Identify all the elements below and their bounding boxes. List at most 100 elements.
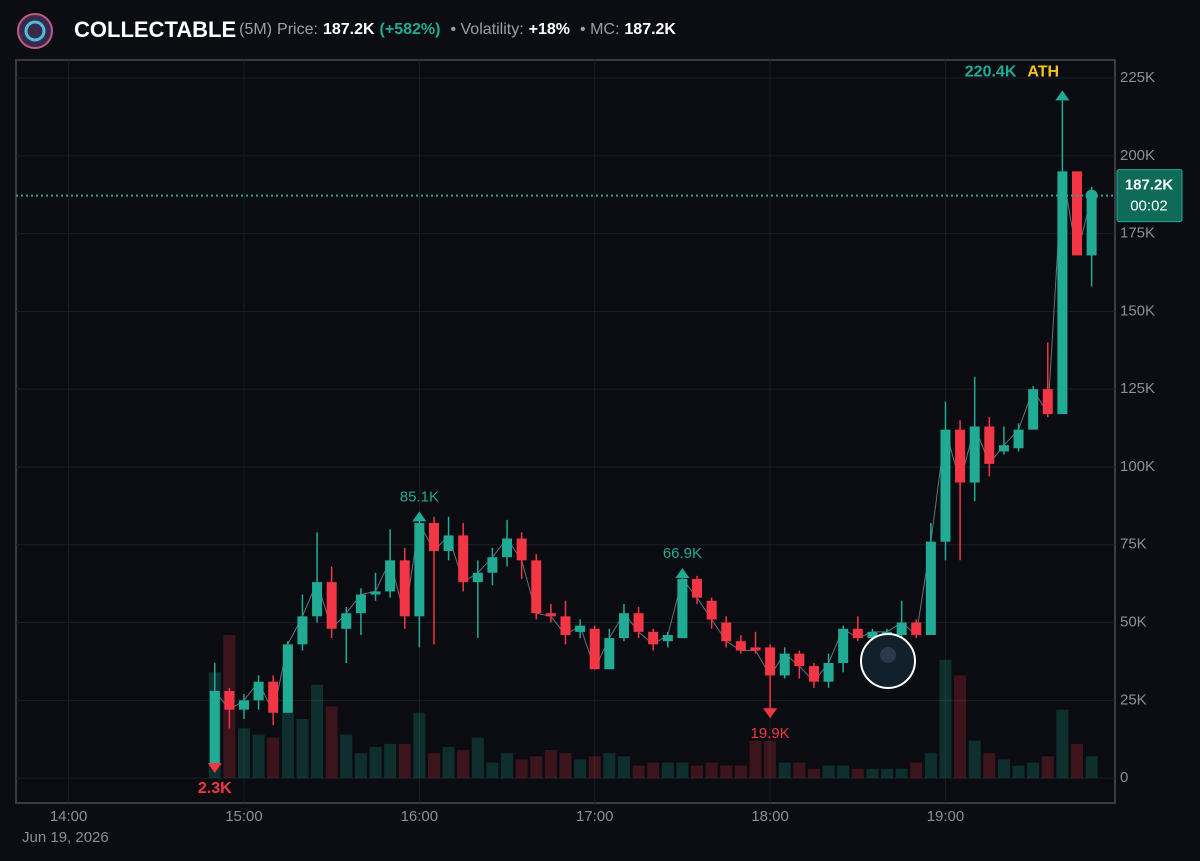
logo xyxy=(17,13,53,49)
last-price-dot xyxy=(1085,189,1098,202)
candle-body xyxy=(282,644,293,713)
candle-body xyxy=(911,622,922,635)
candle-body xyxy=(779,653,790,676)
candle-body xyxy=(721,622,732,642)
token-name: COLLECTABLE xyxy=(74,17,237,42)
volume-bar xyxy=(413,712,426,779)
extreme-label: 19.9K xyxy=(750,725,789,742)
candle-body xyxy=(794,653,805,667)
candle-body xyxy=(838,628,849,663)
candle-body xyxy=(706,600,717,620)
volume-bar xyxy=(354,753,367,779)
volume-bar xyxy=(559,753,572,779)
volume-bar xyxy=(851,768,864,779)
candle-body xyxy=(209,690,220,766)
y-tick-label: 75K xyxy=(1120,536,1147,553)
volume-bar xyxy=(734,765,747,779)
candle-body xyxy=(692,578,703,598)
candle-body xyxy=(238,700,249,710)
candle-body xyxy=(575,625,586,632)
candle-body xyxy=(969,426,980,483)
volume-bar xyxy=(895,768,908,779)
candle-body xyxy=(472,572,483,583)
volume-bar xyxy=(384,743,397,779)
extreme-marker xyxy=(763,708,778,719)
candle-body xyxy=(443,535,454,551)
candle-body xyxy=(852,628,863,639)
volume-bar xyxy=(369,746,382,779)
volume-bar xyxy=(632,765,645,779)
volume-bar xyxy=(720,765,733,779)
candle-body xyxy=(765,647,776,676)
price-label: Price: xyxy=(277,21,318,38)
volume-bar xyxy=(1056,709,1069,779)
volume-bar xyxy=(252,734,265,779)
volume-bar xyxy=(267,737,280,779)
x-tick-label: 14:00 xyxy=(50,808,88,825)
candle-body xyxy=(940,429,951,542)
candle-body xyxy=(414,522,425,617)
volume-bar xyxy=(457,750,470,779)
volume-bar xyxy=(661,762,674,779)
candle-body xyxy=(487,557,498,573)
candle-body xyxy=(823,662,834,682)
candle-body xyxy=(589,628,600,670)
volume-bar xyxy=(325,706,338,779)
x-tick-label: 18:00 xyxy=(751,808,789,825)
extreme-marker xyxy=(1055,90,1070,101)
extreme-marker xyxy=(207,762,222,773)
y-tick-label: 50K xyxy=(1120,614,1147,631)
candle-body xyxy=(1028,389,1039,430)
volume-bar xyxy=(588,756,601,779)
volume-bar xyxy=(515,759,528,779)
volume-bar xyxy=(471,737,484,779)
price-tag-value: 187.2K xyxy=(1125,177,1174,194)
candle-body xyxy=(428,522,439,551)
y-tick-label: 0 xyxy=(1120,769,1128,786)
volume-bar xyxy=(1012,765,1025,779)
candle-body xyxy=(1013,429,1024,449)
change: (+582%) xyxy=(379,21,441,38)
candle-body xyxy=(735,641,746,651)
volatility-label: • Volatility: xyxy=(450,21,524,38)
volume-bar xyxy=(442,746,455,779)
extreme-label: 85.1K xyxy=(400,488,439,505)
candle-body xyxy=(531,560,542,614)
extreme-label: 66.9K xyxy=(663,545,702,562)
volume-bar xyxy=(603,753,616,779)
volume-bar xyxy=(647,762,660,779)
y-tick-label: 200K xyxy=(1120,147,1155,164)
candle-body xyxy=(750,647,761,651)
volume-bar xyxy=(939,659,952,779)
volume-bar xyxy=(574,759,587,779)
candle-body xyxy=(896,622,907,635)
volume-bar xyxy=(866,768,879,779)
volume-bar xyxy=(311,684,324,779)
date-label: Jun 19, 2026 xyxy=(22,829,109,846)
mc-label: • MC: xyxy=(580,21,620,38)
candle-body xyxy=(955,429,966,483)
candle-body xyxy=(808,666,819,682)
volatility: +18% xyxy=(528,21,571,38)
candle-body xyxy=(502,538,513,558)
candle-body xyxy=(458,535,469,583)
volume-bar xyxy=(691,765,704,779)
y-tick-label: 150K xyxy=(1120,302,1155,319)
market-cap: 187.2K xyxy=(624,21,676,38)
candle-body xyxy=(253,681,264,701)
volume-bar xyxy=(617,756,630,779)
volume-bar xyxy=(778,762,791,779)
volume-bar xyxy=(340,734,353,779)
x-tick-label: 17:00 xyxy=(576,808,614,825)
candle-body xyxy=(326,582,337,629)
x-tick-label: 19:00 xyxy=(927,808,965,825)
candle-body xyxy=(297,616,308,645)
x-tick-label: 16:00 xyxy=(401,808,439,825)
candle-body xyxy=(677,578,688,639)
candle-body xyxy=(998,445,1009,452)
volume-bar xyxy=(983,753,996,779)
candle-body xyxy=(1042,389,1053,415)
extreme-marker xyxy=(675,567,690,578)
volume-bar xyxy=(398,743,411,779)
